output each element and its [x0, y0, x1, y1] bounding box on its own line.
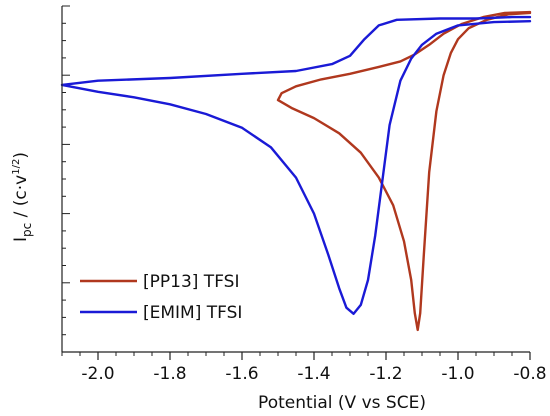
x-tick-label: -1.4 [297, 364, 330, 384]
legend: [PP13] TFSI [EMIM] TFSI [80, 272, 242, 323]
y-axis-label-rest: / (c·v [11, 175, 31, 223]
series-line-0 [276, 10, 532, 332]
x-tick-label: -0.8 [513, 364, 546, 384]
y-axis-label-close: ) [11, 152, 31, 159]
legend-label-0: [PP13] TFSI [143, 272, 239, 292]
x-tick-label: -2.0 [81, 364, 114, 384]
legend-label-1: [EMIM] TFSI [143, 303, 242, 323]
series-line-1 [60, 15, 532, 315]
x-axis-label: Potential (V vs SCE) [258, 393, 426, 413]
x-tick-label: -1.8 [153, 364, 186, 384]
x-tick-label: -1.2 [369, 364, 402, 384]
x-tick-label: -1.6 [225, 364, 258, 384]
y-axis-label-superscript: 1/2 [11, 159, 22, 175]
x-tick-label: -1.0 [441, 364, 474, 384]
series-layer [60, 10, 532, 332]
y-axis-label-subscript: pc [20, 223, 34, 237]
y-axis-label: Ipc / (c·v1/2) [11, 152, 34, 242]
axes-layer: -2.0 -1.8 -1.6 -1.4 -1.2 -1.0 -0.8 [61, 5, 547, 384]
y-axis-label-main: I [11, 237, 31, 242]
